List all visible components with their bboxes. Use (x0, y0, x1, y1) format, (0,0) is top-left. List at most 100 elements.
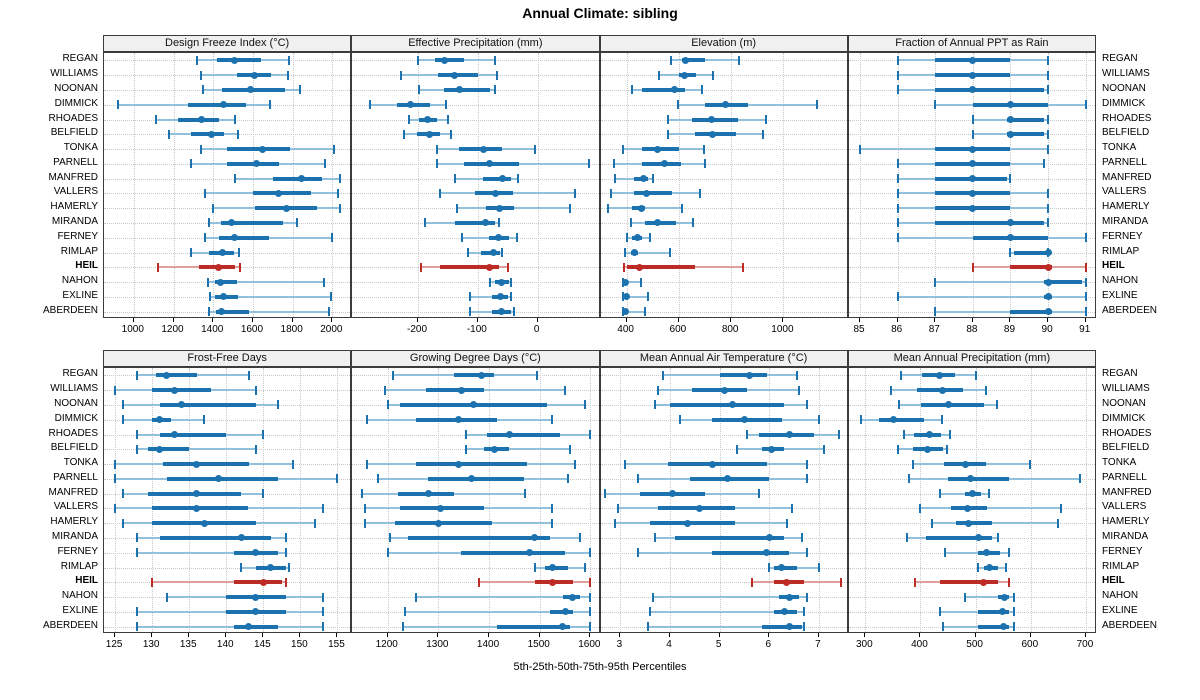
p5-cap (654, 533, 657, 543)
axis-tick (619, 633, 621, 637)
median-dot (966, 475, 974, 483)
gridline-h (104, 178, 351, 180)
station-label-left-noonan: NOONAN (54, 397, 98, 409)
panel-strip-elevation-m: Elevation (m) (599, 35, 848, 52)
p5-cap (905, 533, 908, 543)
tick-label: -100 (466, 324, 487, 335)
p5-cap (489, 277, 492, 287)
median-dot (683, 519, 691, 527)
median-dot (671, 86, 679, 94)
p95-cap (268, 100, 271, 110)
p95-cap (1007, 548, 1010, 558)
p5-cap (361, 489, 364, 499)
p5-cap (438, 188, 441, 198)
median-dot (925, 431, 933, 438)
p95-cap (761, 129, 764, 139)
panel-strip-mean-annual-precipitation-mm: Mean Annual Precipitation (mm) (847, 350, 1096, 367)
gridline-v (263, 368, 265, 632)
gridline-h (104, 567, 351, 569)
p5-cap (121, 400, 124, 410)
median-dot (924, 445, 932, 453)
tick-label: 2000 (320, 324, 343, 335)
gridline-v (769, 368, 771, 632)
tick-label: 800 (721, 324, 739, 335)
median-dot (1006, 234, 1014, 242)
gridline-h (600, 178, 847, 180)
p95-cap (237, 129, 240, 139)
gridline-h (352, 282, 599, 284)
p5-cap (136, 430, 139, 439)
axis-tick (768, 633, 770, 637)
p95-cap (569, 444, 572, 454)
p95-cap (589, 548, 592, 558)
station-label-right-manfred: MANFRED (1102, 486, 1152, 498)
p95-cap (589, 430, 592, 439)
p5-p95-range (208, 281, 325, 284)
p25-p75-range (159, 402, 256, 407)
median-dot (969, 86, 977, 94)
gridline-h (600, 311, 847, 313)
station-label-right-parnell: PARNELL (1102, 156, 1147, 168)
p95-cap (284, 548, 287, 558)
median-dot (227, 219, 235, 227)
p95-cap (1013, 622, 1016, 632)
p5-cap (234, 174, 237, 184)
p5-cap (391, 370, 394, 380)
gridline-v (865, 368, 867, 632)
station-label-left-dimmick: DIMMICK (54, 97, 98, 109)
axis-tick (114, 633, 116, 637)
median-dot (457, 386, 465, 394)
median-dot (785, 623, 793, 631)
median-dot (548, 564, 556, 571)
median-dot (247, 86, 255, 94)
p95-cap (339, 203, 342, 213)
median-dot (505, 431, 513, 438)
axis-tick (299, 633, 301, 637)
median-dot (1006, 116, 1014, 123)
axis-tick (336, 633, 338, 637)
p25-p75-range (233, 580, 282, 585)
p25-p75-range (221, 220, 283, 225)
p95-cap (239, 262, 242, 272)
axis-tick (934, 318, 936, 322)
p95-cap (741, 262, 744, 272)
gridline-v (620, 368, 622, 632)
axis-tick (1084, 318, 1086, 322)
median-dot (783, 578, 791, 586)
p25-p75-range (1010, 309, 1052, 314)
p25-p75-range (148, 447, 190, 452)
p5-p95-range (939, 610, 1015, 613)
tick-label: 91 (1079, 324, 1091, 335)
p95-cap (945, 444, 948, 454)
p5-cap (204, 233, 207, 243)
p95-cap (291, 459, 294, 469)
gridline-v (387, 368, 389, 632)
p25-p75-range (925, 535, 993, 540)
p5-cap (366, 415, 369, 425)
p25-p75-range (650, 521, 735, 526)
p25-p75-range (939, 580, 998, 585)
p5-cap (614, 518, 617, 528)
median-dot (721, 386, 729, 394)
p5-cap (204, 188, 207, 198)
median-dot (637, 204, 645, 212)
axis-tick (188, 633, 190, 637)
station-label-right-rhoades: RHOADES (1102, 427, 1152, 439)
p5-cap (212, 203, 215, 213)
p25-p75-range (626, 265, 695, 270)
tick-label: 300 (855, 639, 873, 650)
median-dot (451, 71, 459, 79)
median-dot (963, 504, 971, 512)
p5-cap (896, 159, 899, 169)
p5-p95-range (625, 251, 670, 254)
axis-caption: 5th-25th-50th-75th-95th Percentiles (513, 661, 687, 673)
p5-cap (469, 307, 472, 317)
gridline-v (252, 53, 254, 317)
station-label-left-nahon: NAHON (61, 275, 98, 287)
axis-tick (718, 633, 720, 637)
p5-p95-range (897, 295, 1086, 298)
median-dot (708, 116, 716, 123)
median-dot (245, 623, 252, 631)
p95-cap (321, 607, 324, 617)
gridline-h (600, 582, 847, 584)
